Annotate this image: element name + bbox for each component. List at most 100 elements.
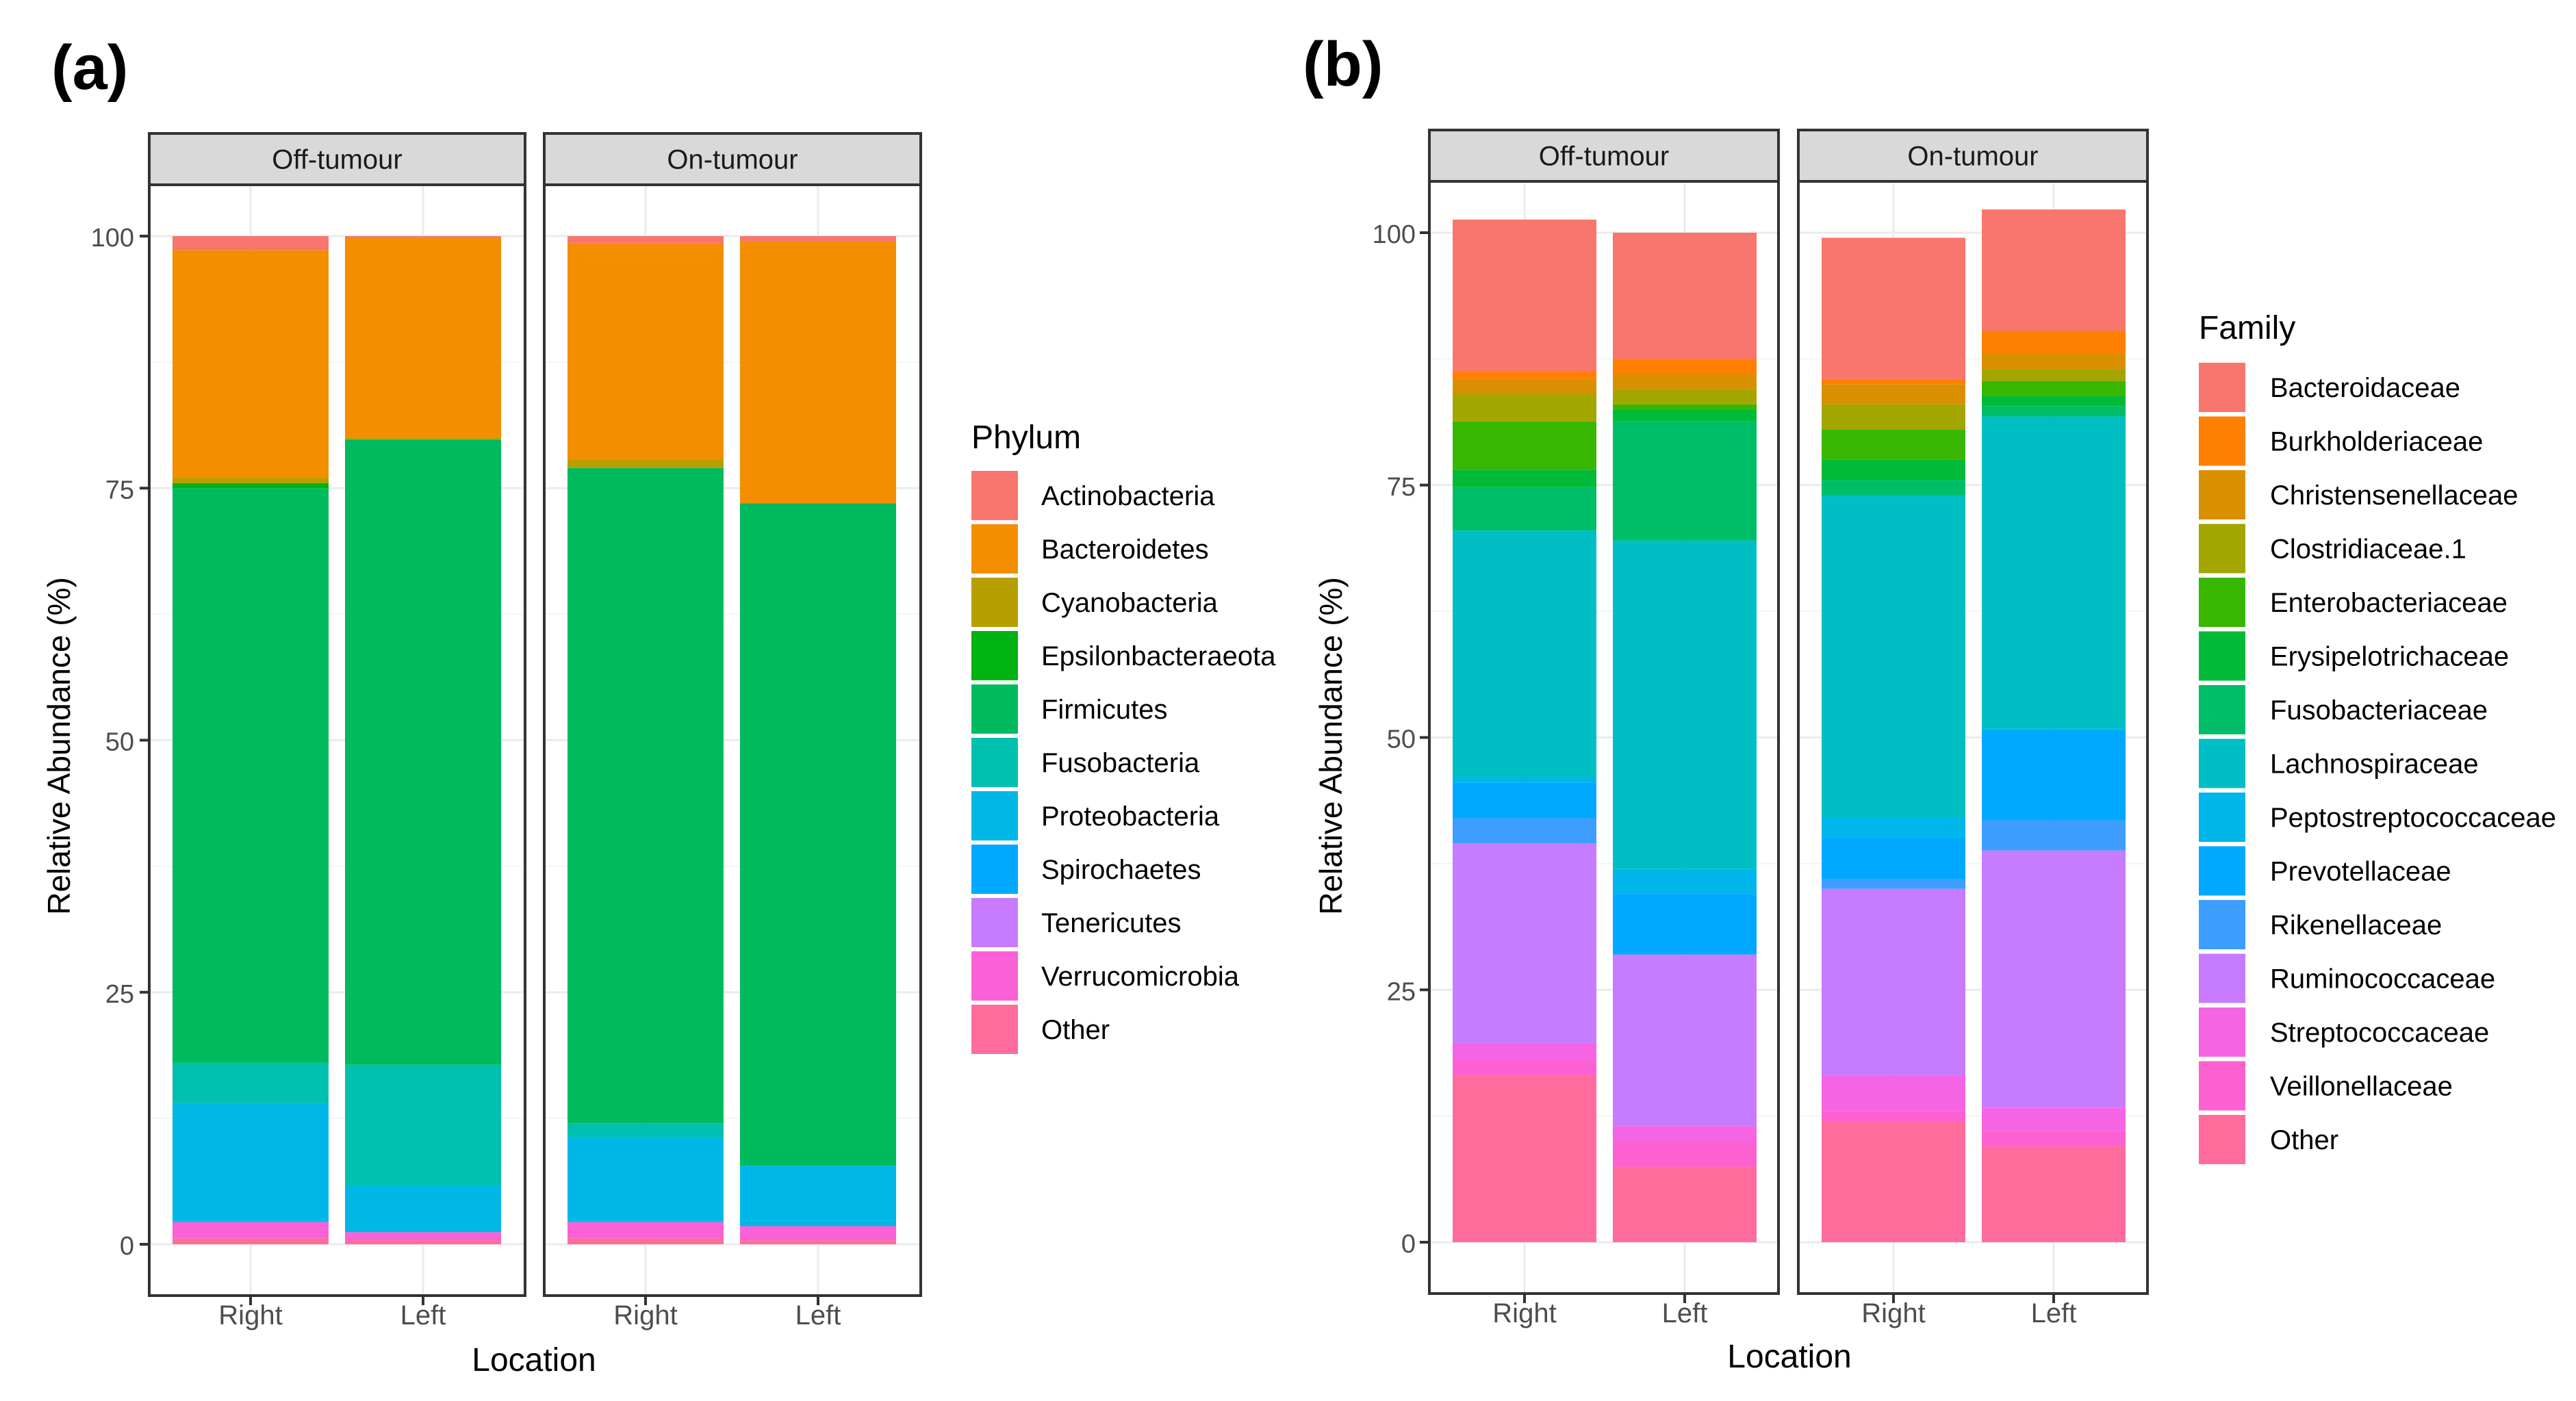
legend-swatch: [2199, 685, 2245, 734]
bar-segment: [1982, 331, 2126, 354]
bar-segment: [568, 1123, 724, 1137]
bar-segment: [173, 488, 329, 1063]
legend-label: Veillonellaceae: [2270, 1072, 2453, 1102]
legend-label: Verrucomicrobia: [1041, 962, 1240, 992]
x-tick-label: Right: [613, 1300, 677, 1331]
bar-segment: [740, 1240, 896, 1244]
legend-swatch: [971, 471, 1018, 520]
legend-label: Tenericutes: [1041, 908, 1182, 938]
x-tick-label: Right: [218, 1300, 282, 1331]
y-axis-title: Relative Abundance (%): [1313, 577, 1349, 915]
panel-a: (a) Relative Abundance (%) Location Phyl…: [41, 33, 1276, 1378]
legend-label: Fusobacteria: [1041, 748, 1200, 778]
legend-label: Epsilonbacteraeota: [1041, 641, 1276, 671]
bar-segment: [345, 1240, 501, 1244]
legend-swatch: [2199, 470, 2245, 519]
bar-segment: [1613, 359, 1757, 374]
facet-strip-label: On-tumour: [667, 145, 798, 175]
legend-swatch: [2199, 578, 2245, 627]
bar-segment: [1613, 409, 1757, 422]
legend-label: Fusobacteriaceae: [2270, 695, 2488, 725]
bar-segment: [1453, 1075, 1596, 1242]
y-tick-label: 100: [91, 224, 134, 253]
legend-label: Peptostreptococcaceae: [2270, 803, 2556, 833]
bar-segment: [568, 1238, 724, 1244]
x-tick-label: Left: [795, 1300, 841, 1331]
legend-swatch: [2199, 900, 2245, 949]
legend-label: Cyanobacteria: [1041, 588, 1219, 618]
bar-segment: [173, 236, 329, 250]
y-tick-label: 100: [1373, 220, 1416, 249]
bar-segment: [1822, 888, 1965, 1076]
legend-swatch: [2199, 1115, 2245, 1164]
x-tick-label: Right: [1861, 1298, 1925, 1328]
bar-segment: [1453, 378, 1596, 394]
bar-segment: [1453, 777, 1596, 783]
bar-segment: [1982, 209, 2126, 331]
bar-segment: [1613, 374, 1757, 389]
bar-segment: [568, 1222, 724, 1239]
facet-strip-label: Off-tumour: [272, 145, 402, 175]
bar-segment: [740, 1166, 896, 1226]
panel-label: (b): [1303, 29, 1383, 99]
y-tick-label: 75: [1387, 473, 1416, 502]
panel-label: (a): [51, 33, 128, 103]
bar-segment: [1453, 1060, 1596, 1076]
x-tick-label: Left: [2031, 1298, 2077, 1328]
bar-segment: [568, 467, 724, 1124]
y-tick-label: 25: [105, 980, 134, 1009]
x-tick-label: Right: [1492, 1298, 1556, 1328]
legend-label: Other: [1041, 1015, 1110, 1045]
bar-segment: [1613, 894, 1757, 955]
legend-swatch: [971, 791, 1018, 840]
facet-strip: [1428, 129, 1780, 183]
legend-label: Bacteroidaceae: [2270, 373, 2460, 403]
bar-segment: [345, 237, 501, 438]
bar-segment: [1982, 729, 2126, 821]
bar-segment: [1613, 1166, 1757, 1242]
panel-b: (b) Relative Abundance (%) Location Fami…: [1303, 29, 2556, 1375]
legend-label: Actinobacteria: [1041, 481, 1215, 511]
bar-segment: [1982, 416, 2126, 730]
y-tick-label: 50: [105, 728, 134, 757]
legend-label: Erysipelotrichaceae: [2270, 642, 2509, 672]
legend-swatch: [971, 845, 1018, 894]
legend-label: Burkholderiaceae: [2270, 427, 2483, 457]
bar-segment: [1453, 371, 1596, 379]
bar-segment: [568, 243, 724, 461]
bar-segment: [1822, 1075, 1965, 1111]
bar-segment: [1613, 1141, 1757, 1167]
bar-segment: [740, 236, 896, 242]
facet-strip-label: Off-tumour: [1539, 142, 1669, 172]
bar-segment: [1982, 406, 2126, 417]
legend-swatch: [971, 684, 1018, 734]
bar-segment: [1613, 389, 1757, 404]
legend-swatch: [2199, 631, 2245, 681]
x-tick-label: Left: [1662, 1298, 1708, 1328]
legend-swatch: [2199, 738, 2245, 788]
legend-swatch: [2199, 416, 2245, 466]
bar-segment: [1613, 954, 1757, 1127]
bar-segment: [1822, 459, 1965, 480]
bar-segment: [173, 1062, 329, 1103]
legend-label: Proteobacteria: [1041, 801, 1220, 832]
bar-segment: [1453, 470, 1596, 487]
bar-segment: [1982, 369, 2126, 381]
y-tick-label: 0: [120, 1232, 134, 1261]
bar-segment: [173, 478, 329, 483]
bar-segment: [740, 1226, 896, 1241]
bar-segment: [1822, 838, 1965, 879]
bar-segment: [173, 1103, 329, 1222]
bar-segment: [1982, 1107, 2126, 1131]
bar-segment: [1982, 381, 2126, 396]
bar-segment: [568, 460, 724, 468]
bar-segment: [345, 236, 501, 238]
legend-label: Bacteroidetes: [1041, 535, 1209, 565]
bar-segment: [1613, 540, 1757, 869]
bar-segment: [740, 241, 896, 504]
bar-segment: [1822, 495, 1965, 819]
bar-segment: [173, 250, 329, 478]
y-tick-label: 25: [1387, 977, 1416, 1006]
bar-segment: [1453, 843, 1596, 1044]
bar-segment: [1982, 850, 2126, 1108]
